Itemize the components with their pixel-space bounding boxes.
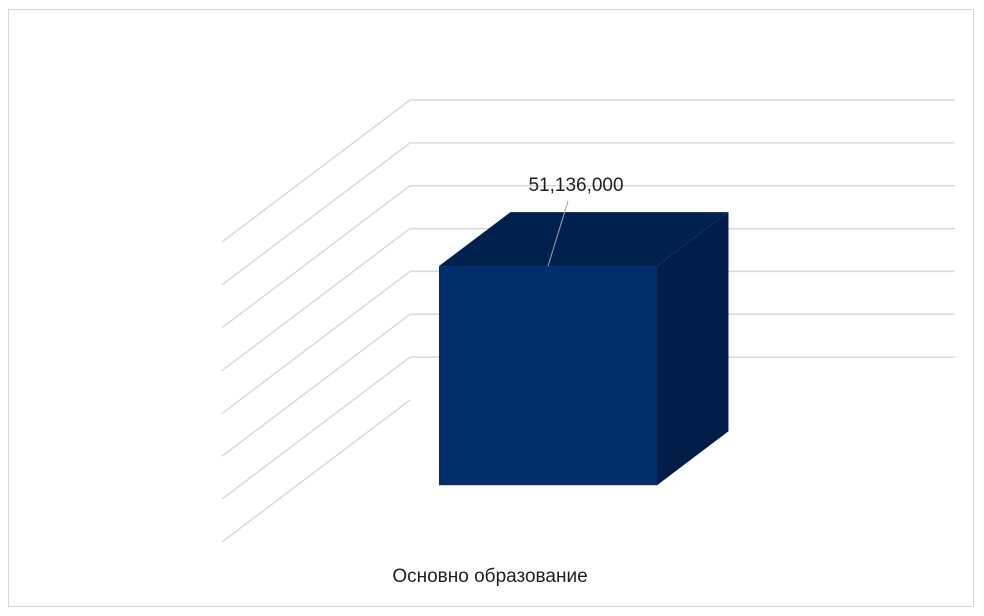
bar-front-face [439, 266, 658, 486]
data-labels: 51,136,000 [528, 175, 624, 267]
gridline-side [221, 313, 411, 457]
gridline-side [221, 185, 411, 329]
gridline-side [221, 99, 411, 243]
category-label: Основно образование [392, 566, 587, 587]
bar-side-face [657, 212, 729, 486]
gridline-side [221, 142, 411, 286]
gridline-side [221, 270, 411, 415]
category-labels: Основно образование [392, 566, 587, 587]
bar-top-face [439, 212, 729, 267]
gridline-side [221, 227, 411, 372]
data-label-leader [547, 200, 569, 267]
gridline-side [221, 356, 411, 500]
bar-series [439, 212, 729, 486]
gridline-side [221, 399, 411, 543]
data-label: 51,136,000 [528, 175, 623, 196]
